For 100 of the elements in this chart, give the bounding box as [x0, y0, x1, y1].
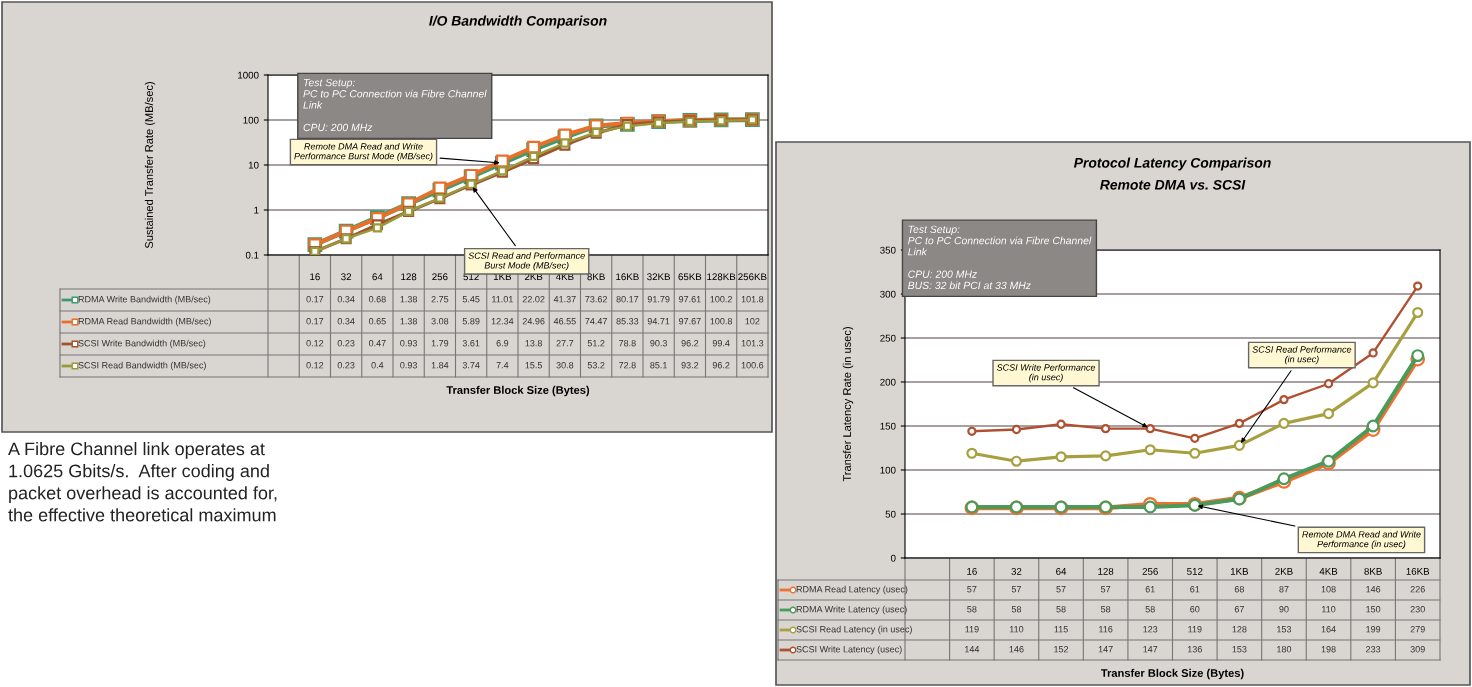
data-label: 87 — [1279, 586, 1289, 593]
data-label: 96.2 — [712, 362, 730, 369]
annotation: Remote DMA Read and Write Performance Burst Mode (MB/sec) — [294, 142, 433, 162]
y-tick-label: 0 — [890, 554, 896, 562]
x-tick-label: 16KB — [1406, 567, 1430, 575]
y-tick-label: 100 — [243, 116, 259, 124]
x-tick-label: 8KB — [587, 273, 605, 281]
data-label: 97.61 — [679, 296, 701, 303]
data-label: 136 — [1187, 646, 1202, 653]
data-label: 57 — [967, 586, 977, 593]
y-tick-label: 350 — [880, 246, 896, 254]
data-label: 3.74 — [462, 362, 480, 369]
x-tick-label: 64 — [372, 273, 383, 281]
x-tick-label: 2KB — [1275, 567, 1293, 575]
x-tick-label: 128 — [401, 273, 417, 281]
y-tick-label: 50 — [885, 510, 896, 518]
data-label: 11.01 — [492, 296, 513, 303]
data-label: 90 — [1279, 606, 1289, 613]
data-label: 146 — [1009, 646, 1024, 653]
legend-label: RDMA Read Bandwidth (MB/sec) — [78, 317, 211, 327]
data-label: 51.2 — [587, 340, 605, 347]
legend-label: RDMA Read Latency (usec) — [796, 585, 908, 595]
annotation: SCSI Read and Performance Burst Mode (MB/sec) — [468, 252, 585, 271]
data-label: 116 — [1099, 626, 1113, 633]
chart-subtitle: Remote DMA vs. SCSI — [1100, 179, 1246, 190]
text: A Fibre Channel link operates at 1.0625 Gbits/s. After coding and packet overhead is accounted for, the effective theoretical maximum — [8, 442, 277, 522]
data-label: 0.17 — [306, 296, 324, 303]
annotation: SCSI Read Performance (in usec) — [1252, 346, 1352, 365]
y-axis-title: Sustained Transfer Rate (MB/sec) — [144, 82, 156, 249]
data-label: 100.6 — [741, 362, 764, 369]
x-axis-title: Transfer Block Size (Bytes) — [446, 385, 590, 397]
data-label: 91.79 — [647, 296, 670, 303]
data-label: 57 — [1056, 586, 1066, 593]
data-label: 68 — [1234, 586, 1244, 593]
data-label: 147 — [1098, 646, 1113, 653]
data-label: 0.12 — [306, 362, 324, 369]
x-tick-label: 64 — [1056, 567, 1067, 575]
legend-label: SCSI Read Latency (in usec) — [796, 625, 912, 635]
data-label: 15.5 — [525, 362, 543, 369]
data-label: 0.4 — [371, 362, 384, 369]
data-label: 0.93 — [400, 362, 418, 369]
x-tick-label: 16KB — [616, 273, 639, 281]
x-tick-label: 512 — [1187, 567, 1203, 575]
data-label: 97.67 — [679, 318, 701, 325]
x-tick-label: 32 — [1011, 567, 1022, 575]
y-tick-label: 100 — [880, 466, 896, 474]
data-label: 99.4 — [712, 340, 730, 347]
annotation: SCSI Write Performance (in usec) — [996, 364, 1096, 383]
data-label: 96.2 — [681, 340, 699, 347]
data-label: 85.33 — [616, 318, 639, 325]
legend-label: SCSI Write Latency (usec) — [796, 645, 902, 655]
data-label: 180 — [1277, 646, 1292, 653]
data-label: 0.47 — [368, 340, 386, 347]
data-label: 0.23 — [337, 340, 355, 347]
data-label: 279 — [1410, 626, 1425, 633]
legend-label: SCSI Write Bandwidth (MB/sec) — [78, 339, 206, 349]
data-label: 93.2 — [681, 362, 699, 369]
data-label: 73.62 — [585, 296, 607, 303]
data-label: 119 — [1188, 626, 1202, 633]
data-label: 5.89 — [462, 318, 480, 325]
data-label: 58 — [967, 606, 977, 613]
data-label: 30.8 — [556, 362, 574, 369]
data-label: 57 — [1011, 586, 1022, 593]
data-label: 13.8 — [525, 340, 543, 347]
data-label: 153 — [1277, 626, 1292, 633]
data-label: 60 — [1190, 606, 1200, 613]
data-label: 100.2 — [710, 296, 732, 303]
y-tick-label: 300 — [880, 290, 896, 298]
data-label: 0.68 — [368, 296, 386, 303]
data-label: 12.34 — [491, 318, 514, 325]
x-tick-label: 65KB — [678, 273, 702, 281]
data-label: 61 — [1190, 586, 1200, 593]
data-label: 1.79 — [431, 340, 449, 347]
x-tick-label: 256KB — [738, 273, 767, 281]
data-label: 119 — [965, 626, 979, 633]
data-label: 147 — [1143, 646, 1158, 653]
data-label: 90.3 — [650, 340, 668, 347]
chart-title: I/O Bandwidth Comparison — [429, 15, 607, 29]
data-label: 41.37 — [553, 296, 576, 303]
data-label: 199 — [1366, 626, 1381, 633]
data-label: 1.38 — [400, 296, 418, 303]
y-tick-label: 1000 — [238, 71, 259, 79]
data-label: 61 — [1145, 586, 1155, 593]
legend-label: RDMA Write Bandwidth (MB/sec) — [78, 295, 211, 305]
y-tick-label: 0.1 — [245, 251, 259, 259]
legend-label: RDMA Write Latency (usec) — [796, 605, 907, 615]
data-label: 6.9 — [496, 340, 509, 347]
data-label: 144 — [965, 646, 980, 653]
legend-label: SCSI Read Bandwidth (MB/sec) — [78, 361, 206, 371]
data-label: 58 — [1056, 606, 1066, 613]
y-tick-label: 250 — [880, 334, 896, 342]
x-tick-label: 4KB — [555, 273, 574, 281]
data-label: 123 — [1143, 626, 1158, 633]
data-label: 198 — [1321, 646, 1336, 653]
data-label: 0.65 — [368, 318, 386, 325]
x-tick-label: 16 — [967, 567, 977, 575]
data-label: 150 — [1366, 606, 1381, 613]
x-tick-label: 256 — [432, 273, 448, 281]
x-tick-label: 32 — [341, 273, 352, 281]
data-label: 57 — [1100, 586, 1111, 593]
